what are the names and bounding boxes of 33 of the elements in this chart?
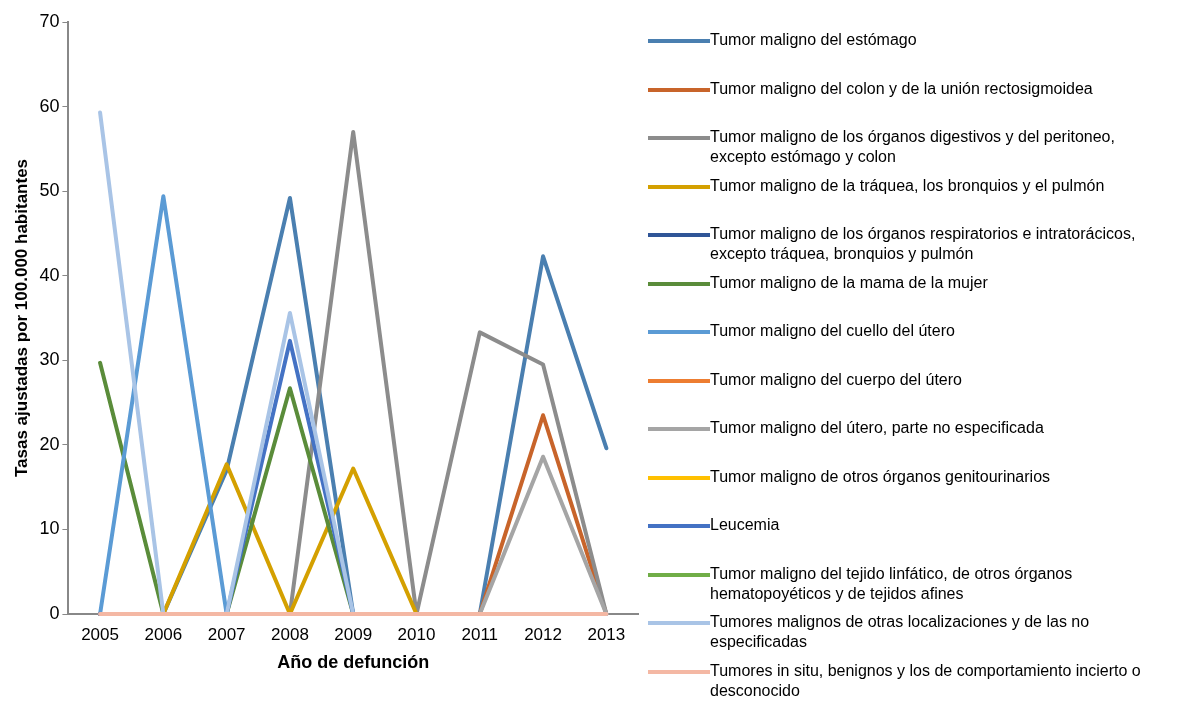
legend-label: Tumor maligno del estómago	[710, 30, 917, 50]
legend-label: Leucemia	[710, 515, 780, 535]
y-tick-label: 30	[39, 349, 60, 370]
x-tick-label: 2006	[144, 624, 183, 644]
x-tick-label: 2008	[271, 624, 309, 644]
x-tick-label: 2007	[207, 624, 246, 644]
y-axis-title: Tasas ajustadas por 100.000 habitantes	[11, 158, 31, 478]
y-tick-label: 20	[39, 433, 60, 454]
x-tick-label: 2010	[397, 624, 436, 644]
legend-label: Tumores malignos de otras localizaciones y de las no especificadas	[710, 612, 1091, 652]
x-tick-label: 2009	[334, 624, 373, 644]
legend-label: Tumores in situ, benignos y los de comportamiento incierto o desconocido	[710, 660, 1142, 701]
legend-label: Tumor maligno de la mama de la mujer	[710, 272, 988, 293]
legend-label: Tumor maligno de la tráquea, los bronquios y el pulmón	[710, 175, 1105, 196]
legend-label: Tumor maligno de otros órganos genitourinarios	[710, 466, 1051, 487]
legend-label: Tumor maligno del útero, parte no especificada	[710, 418, 1044, 438]
x-tick-label: 2005	[81, 624, 119, 644]
legend-label: Tumor maligno del tejido linfático, de otros órganos hematopoyéticos y de tejidos afines	[710, 563, 1074, 604]
x-tick-label: 2013	[587, 624, 626, 644]
legend-label: Tumor maligno del cuerpo del útero	[710, 369, 962, 390]
legend-label: Tumor maligno de los órganos digestivos y del peritoneo, excepto estómago y colon	[710, 127, 1116, 167]
legend-label: Tumor maligno del colon y de la unión rectosigmoidea	[710, 78, 1093, 99]
y-tick-label: 50	[39, 180, 60, 201]
y-tick-label: 70	[39, 10, 60, 31]
x-axis-title: Año de defunción	[277, 652, 430, 673]
legend-label: Tumor maligno de los órganos respiratorios e intratorácicos, excepto tráquea, bronquios y pulmón	[710, 224, 1137, 264]
y-tick-label: 10	[39, 518, 60, 539]
x-tick-label: 2012	[524, 624, 562, 644]
y-tick-label: 0	[49, 602, 60, 623]
y-tick-label: 40	[39, 264, 60, 285]
y-tick-label: 60	[39, 95, 60, 116]
x-tick-label: 2011	[461, 624, 499, 644]
legend-label: Tumor maligno del cuello del útero	[710, 321, 955, 341]
